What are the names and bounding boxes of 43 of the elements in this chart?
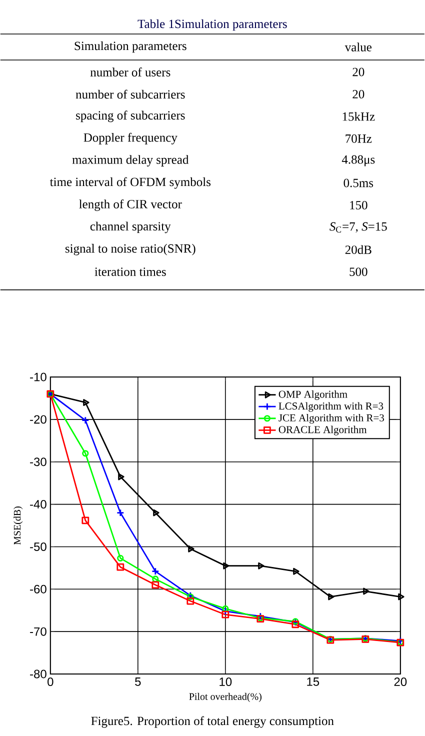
text: signal to noise ratio(SNR) xyxy=(66,244,196,256)
y-tick-label: -40 xyxy=(30,500,46,509)
legend-label: LCSAlgorithm with R=3 xyxy=(278,402,384,412)
text: 20 xyxy=(352,68,364,76)
text: 150 xyxy=(350,200,368,210)
x-tick-label: 15 xyxy=(307,678,320,686)
y-tick-label: -70 xyxy=(30,627,46,636)
text: Table 1Simulation parameters xyxy=(138,19,287,31)
text: 20dB xyxy=(346,245,372,254)
text: maximum delay spread xyxy=(72,155,189,166)
x-tick-label: 20 xyxy=(394,678,407,686)
text: 4.88μs xyxy=(342,155,375,166)
text: length of CIR vector xyxy=(79,199,182,211)
y-tick-label: -20 xyxy=(30,415,46,424)
text: Simulation parameters xyxy=(74,41,186,53)
x-tick-label: 10 xyxy=(220,678,232,686)
text: S$_{C}$=7, S=15 xyxy=(330,222,387,233)
y-tick-label: -30 xyxy=(30,458,46,466)
y-tick-label: -60 xyxy=(30,584,46,594)
text: time interval of OFDM symbols xyxy=(50,177,211,189)
text: iteration times xyxy=(94,268,166,276)
legend-label: JCE Algorithm with R=3 xyxy=(278,414,384,424)
y-tick-label: -80 xyxy=(30,670,46,678)
text: spacing of subcarriers xyxy=(76,110,185,122)
legend-label: ORACLE Algorithm xyxy=(278,426,367,436)
x-axis-title: Pilot overhead(%) xyxy=(189,692,262,702)
text: 500 xyxy=(350,268,368,276)
text: number of subcarriers xyxy=(76,90,185,99)
text: 15kHz xyxy=(342,112,375,121)
text: channel sparsity xyxy=(90,222,171,234)
x-tick-label: 0 xyxy=(48,678,54,686)
text: number of users xyxy=(90,68,170,76)
text: 70Hz xyxy=(346,134,372,143)
caption: Figure5. Proportion of total energy consumption xyxy=(91,716,334,728)
text: value xyxy=(344,42,372,52)
legend-label: OMP Algorithm xyxy=(278,390,348,400)
text: 20 xyxy=(352,90,364,98)
text: Doppler frequency xyxy=(84,132,178,144)
x-tick-label: 5 xyxy=(135,678,141,686)
y-axis-title: MSE(dB) xyxy=(14,506,23,545)
y-tick-label: -50 xyxy=(30,542,46,551)
text: 0.5ms xyxy=(344,178,374,188)
y-tick-label: -10 xyxy=(30,372,46,382)
